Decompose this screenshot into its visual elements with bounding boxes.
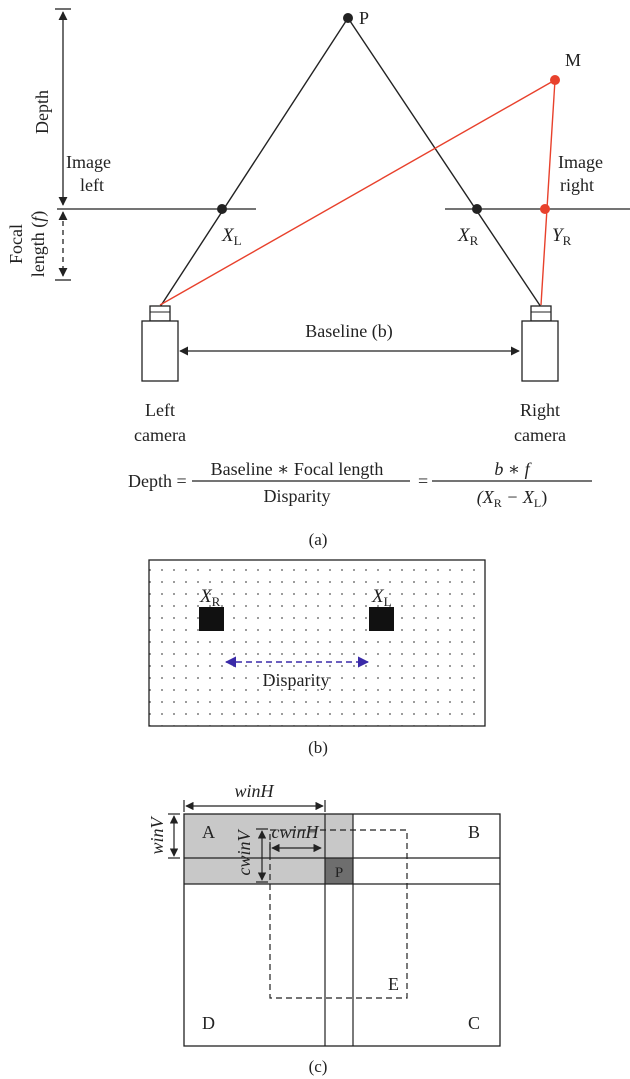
panel-c-integral-window: winH winV cwinH cwinV A B D C E P (c) xyxy=(147,781,501,1076)
point-m xyxy=(550,75,560,85)
image-frame xyxy=(148,559,486,727)
window-e-label: E xyxy=(388,974,399,994)
point-yr xyxy=(540,204,550,214)
depth-label: Depth xyxy=(32,90,52,134)
region-a-label: A xyxy=(202,822,215,842)
point-m-label: M xyxy=(565,50,581,70)
ray-m-right-camera xyxy=(540,79,556,306)
caption-b: (b) xyxy=(308,738,328,757)
winh-label: winH xyxy=(234,781,274,801)
right-camera-label-1: Right xyxy=(520,400,560,420)
label-xr: XR xyxy=(199,586,221,609)
block-xr xyxy=(199,607,224,631)
left-camera-icon xyxy=(141,305,179,382)
outer-frame xyxy=(183,813,501,1047)
focal-length-label-2: length (f) xyxy=(28,211,49,278)
image-left-label-2: left xyxy=(80,175,104,195)
panel-b-disparity: XR XL Disparity (b) xyxy=(148,559,486,757)
caption-a: (a) xyxy=(309,530,328,549)
ray-m-left-camera xyxy=(159,79,556,306)
point-yr-label: YR xyxy=(552,225,572,248)
cwinv-label: cwinV xyxy=(234,829,254,876)
image-right-label-1: Image xyxy=(558,152,603,172)
svg-text:b ∗ f: b ∗ f xyxy=(494,459,532,479)
disparity-label: Disparity xyxy=(263,670,330,690)
right-camera-label-2: camera xyxy=(514,425,566,445)
svg-text:(XR − XL): (XR − XL) xyxy=(477,487,548,510)
focal-length-label-1: Focal xyxy=(6,224,26,264)
point-xl xyxy=(217,204,227,214)
svg-text:Disparity: Disparity xyxy=(264,486,331,506)
svg-text:=: = xyxy=(418,471,428,491)
block-xl xyxy=(369,607,394,631)
svg-text:Depth =: Depth = xyxy=(128,471,187,491)
region-b-label: B xyxy=(468,822,480,842)
image-left-label-1: Image xyxy=(66,152,111,172)
point-p-label: P xyxy=(359,8,369,28)
baseline-label: Baseline (b) xyxy=(305,321,392,342)
ray-p-left-camera xyxy=(159,17,349,308)
region-d-label: D xyxy=(202,1013,215,1033)
winv-label: winV xyxy=(147,816,167,855)
left-camera-label-2: camera xyxy=(134,425,186,445)
p-cell xyxy=(325,858,353,884)
window-e xyxy=(269,829,408,999)
cwinh-label: cwinH xyxy=(272,822,320,842)
ray-p-right-camera xyxy=(347,17,542,308)
point-xr xyxy=(472,204,482,214)
right-camera-icon xyxy=(521,305,559,382)
panel-a-stereo-geometry: Depth Focal length (f) Image left Image … xyxy=(6,8,630,549)
point-p xyxy=(343,13,353,23)
image-right-label-2: right xyxy=(560,175,594,195)
cell-p-label: P xyxy=(335,865,343,881)
region-c-label: C xyxy=(468,1013,480,1033)
label-xl: XL xyxy=(371,586,392,609)
point-xr-label: XR xyxy=(457,225,479,248)
svg-text:Baseline ∗ Focal length: Baseline ∗ Focal length xyxy=(211,459,384,479)
point-xl-label: XL xyxy=(221,225,242,248)
left-camera-label-1: Left xyxy=(145,400,175,420)
caption-c: (c) xyxy=(309,1057,328,1076)
depth-formula: Depth = Baseline ∗ Focal length Disparit… xyxy=(128,459,592,510)
